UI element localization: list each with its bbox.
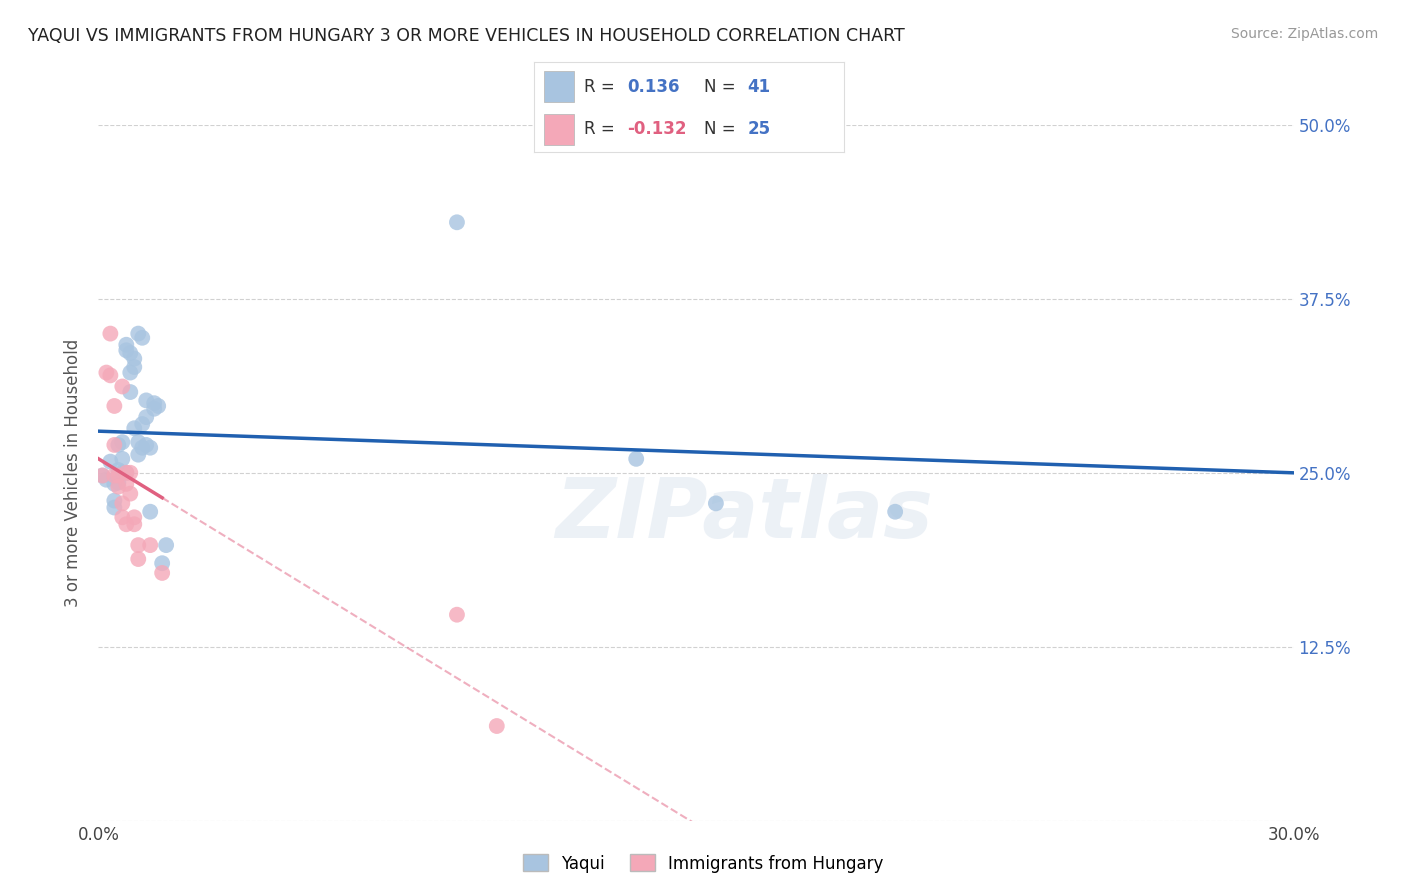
Point bbox=[446, 215, 468, 229]
Point bbox=[115, 476, 138, 491]
Point bbox=[107, 438, 129, 452]
FancyBboxPatch shape bbox=[544, 114, 575, 145]
Point bbox=[103, 468, 125, 483]
Point bbox=[135, 438, 157, 452]
Point bbox=[100, 455, 122, 469]
Point bbox=[115, 466, 138, 480]
Point bbox=[124, 510, 146, 524]
Point bbox=[124, 351, 146, 366]
Point bbox=[103, 399, 125, 413]
Point bbox=[103, 493, 125, 508]
Point bbox=[111, 496, 134, 510]
FancyBboxPatch shape bbox=[544, 71, 575, 102]
Point bbox=[884, 505, 907, 519]
Point bbox=[91, 468, 114, 483]
Point bbox=[107, 480, 129, 494]
Point bbox=[704, 496, 727, 510]
Text: N =: N = bbox=[704, 120, 735, 138]
Point bbox=[111, 510, 134, 524]
Point bbox=[120, 466, 142, 480]
Text: YAQUI VS IMMIGRANTS FROM HUNGARY 3 OR MORE VEHICLES IN HOUSEHOLD CORRELATION CHA: YAQUI VS IMMIGRANTS FROM HUNGARY 3 OR MO… bbox=[28, 27, 905, 45]
Point bbox=[107, 468, 129, 483]
Point bbox=[100, 368, 122, 383]
Point bbox=[127, 552, 149, 566]
Point bbox=[111, 466, 134, 480]
Point bbox=[111, 379, 134, 393]
Point bbox=[91, 468, 114, 483]
Point bbox=[124, 517, 146, 532]
Point bbox=[139, 538, 162, 552]
Point bbox=[131, 331, 153, 345]
Point bbox=[103, 438, 125, 452]
Point bbox=[485, 719, 508, 733]
Point bbox=[115, 466, 138, 480]
Point bbox=[111, 435, 134, 450]
Point bbox=[150, 556, 173, 570]
Point bbox=[127, 435, 149, 450]
Point bbox=[103, 476, 125, 491]
Point bbox=[135, 393, 157, 408]
Text: 41: 41 bbox=[748, 78, 770, 95]
Point bbox=[127, 538, 149, 552]
Point bbox=[131, 417, 153, 431]
Point bbox=[139, 441, 162, 455]
Y-axis label: 3 or more Vehicles in Household: 3 or more Vehicles in Household bbox=[65, 339, 83, 607]
Point bbox=[100, 326, 122, 341]
Point bbox=[120, 486, 142, 500]
Text: ZIPatlas: ZIPatlas bbox=[555, 474, 932, 555]
Point bbox=[96, 366, 118, 380]
Point bbox=[143, 396, 166, 410]
Point bbox=[148, 399, 170, 413]
Point bbox=[107, 463, 129, 477]
Point bbox=[120, 385, 142, 400]
Text: 25: 25 bbox=[748, 120, 770, 138]
Point bbox=[107, 475, 129, 490]
Text: 0.136: 0.136 bbox=[627, 78, 679, 95]
Point bbox=[115, 517, 138, 532]
Point bbox=[135, 410, 157, 425]
Point bbox=[446, 607, 468, 622]
Text: N =: N = bbox=[704, 78, 735, 95]
Point bbox=[115, 343, 138, 358]
Text: R =: R = bbox=[583, 78, 614, 95]
Text: -0.132: -0.132 bbox=[627, 120, 686, 138]
Point bbox=[150, 566, 173, 580]
Point bbox=[120, 366, 142, 380]
Point bbox=[103, 500, 125, 515]
Text: Source: ZipAtlas.com: Source: ZipAtlas.com bbox=[1230, 27, 1378, 41]
Point bbox=[124, 421, 146, 435]
Point bbox=[115, 337, 138, 351]
Point bbox=[143, 401, 166, 416]
Point bbox=[96, 473, 118, 487]
Point bbox=[626, 451, 648, 466]
Legend: Yaqui, Immigrants from Hungary: Yaqui, Immigrants from Hungary bbox=[516, 847, 890, 880]
Point bbox=[127, 326, 149, 341]
Point bbox=[155, 538, 177, 552]
Point bbox=[127, 448, 149, 462]
Point bbox=[111, 451, 134, 466]
Point bbox=[124, 359, 146, 374]
Text: R =: R = bbox=[583, 120, 614, 138]
Point bbox=[139, 505, 162, 519]
Point bbox=[131, 441, 153, 455]
Point bbox=[120, 346, 142, 360]
